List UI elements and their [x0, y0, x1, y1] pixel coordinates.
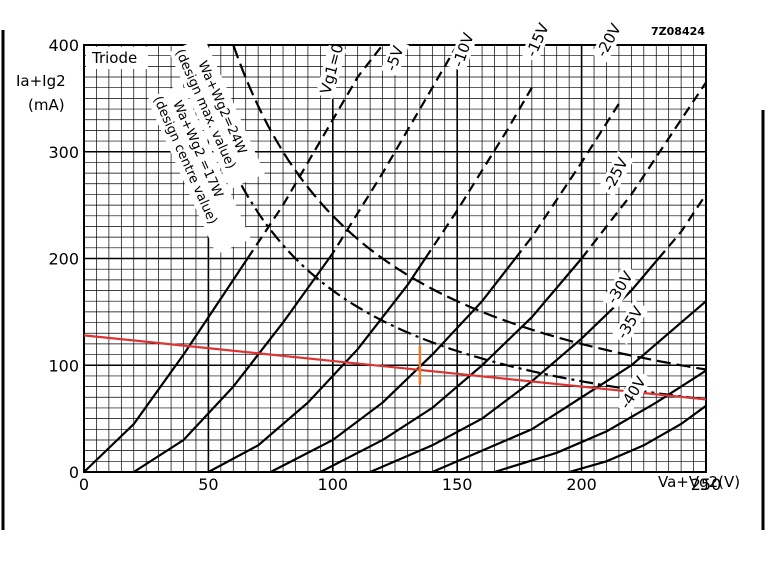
dissipation-curve — [192, 59, 707, 401]
curve-solid — [568, 404, 707, 474]
x-tick-label: 100 — [318, 475, 349, 494]
curve-dashed — [424, 87, 533, 260]
curve-label-bg — [447, 26, 480, 73]
y-tick-label: 0 — [69, 463, 79, 482]
curve-label-bg — [315, 45, 347, 99]
curve-label-bg — [614, 369, 653, 415]
load-line-group — [83, 334, 707, 401]
curve-label-bg — [380, 39, 410, 77]
panel-label-box — [86, 47, 148, 69]
curve-solid — [207, 257, 427, 473]
xlabel: Va+Vg2(V) — [658, 473, 740, 491]
curve-solid — [431, 300, 707, 474]
curve-dashed — [657, 193, 707, 260]
curve-label-group: -10V — [447, 26, 480, 73]
dissipation-curve — [232, 44, 707, 371]
x-tick-label: 50 — [198, 475, 218, 494]
grid — [83, 44, 707, 473]
curve-dashed — [514, 103, 620, 260]
dissipation-curves — [192, 44, 707, 401]
curve-solid — [83, 257, 249, 473]
load-line — [83, 334, 707, 401]
y-tick-label: 200 — [48, 250, 79, 269]
curve-dashed — [246, 44, 384, 260]
curve-label-bg — [520, 16, 555, 63]
curve-solid — [133, 257, 330, 473]
curve-label-bg — [601, 264, 640, 310]
curve-label-bg — [598, 150, 634, 197]
curve-solid — [494, 369, 707, 474]
panel-label: Triode — [91, 49, 137, 67]
figure-code: 7Z08424 — [651, 25, 705, 38]
tick-labels: 0 50 100 150 200 250 0 100 200 300 400 — [48, 36, 721, 494]
x-tick-label: 250 — [691, 475, 722, 494]
curve-label: -10V — [449, 30, 478, 70]
curve-dashed — [328, 44, 459, 260]
y-tick-label: 400 — [48, 36, 79, 55]
curve-label-group: -25V — [598, 150, 634, 197]
ylabel-line-2: (mA) — [28, 96, 65, 114]
y-tick-label: 300 — [48, 143, 79, 162]
x-tick-label: 0 — [79, 475, 89, 494]
curve-dashed — [580, 81, 707, 260]
curve-label-bg — [591, 16, 627, 63]
x-tick-label: 150 — [442, 475, 473, 494]
curve-solid — [270, 257, 517, 473]
curve-solid — [319, 257, 583, 473]
x-tick-label: 200 — [566, 475, 597, 494]
curve-label-bg — [611, 299, 650, 345]
y-tick-label: 100 — [48, 356, 79, 375]
ylabel-line-1: Ia+Ig2 — [16, 72, 66, 90]
